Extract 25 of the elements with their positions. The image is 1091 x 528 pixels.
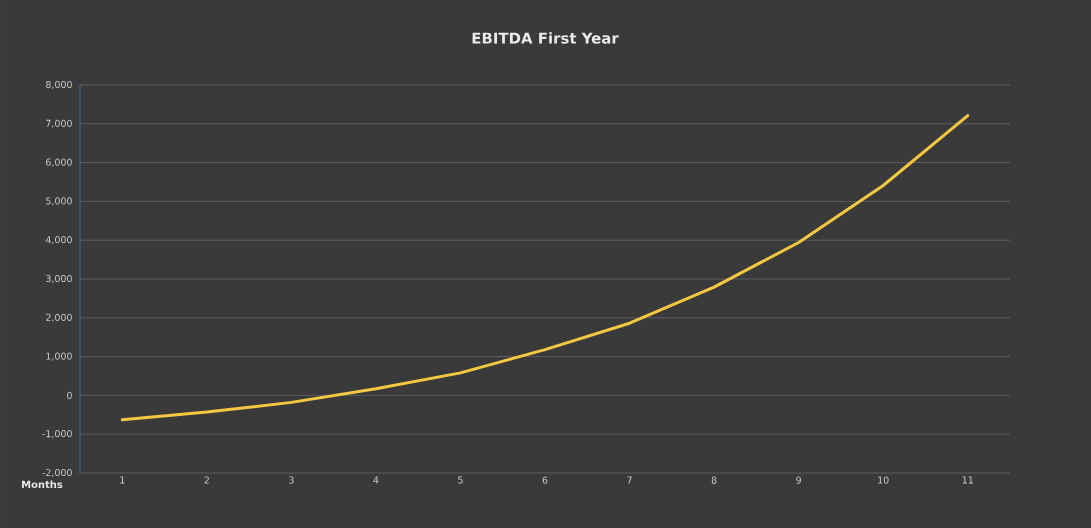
- x-tick-label: 10: [878, 476, 889, 484]
- x-tick-label: 1: [120, 476, 125, 484]
- x-tick-label: 4: [373, 476, 379, 484]
- y-tick-label: 2,000: [46, 313, 72, 322]
- x-tick-label: 3: [289, 476, 294, 484]
- x-tick-label: 6: [542, 476, 548, 484]
- y-tick-label: 0: [67, 391, 72, 399]
- y-tick-label: -2,000: [42, 468, 72, 478]
- x-tick-label: 11: [962, 476, 973, 484]
- x-tick-label: 7: [627, 476, 632, 484]
- y-tick-label: -1,000: [42, 430, 72, 439]
- y-tick-label: 6,000: [46, 158, 72, 167]
- y-tick-label: 5,000: [46, 197, 72, 206]
- x-tick-label: 2: [204, 476, 209, 484]
- line-series: [120, 114, 970, 422]
- y-tick-label: 8,000: [46, 80, 72, 90]
- x-tick-label: 5: [458, 476, 463, 484]
- y-tick-label: 3,000: [46, 274, 72, 284]
- x-tick-label: 9: [796, 476, 801, 484]
- y-tick-label: 7,000: [46, 119, 72, 128]
- x-axis-title: Months: [22, 480, 63, 489]
- y-tick-label: 4,000: [45, 236, 72, 245]
- chart-title: EBITDA First Year: [472, 32, 619, 44]
- y-tick-label: 1,000: [46, 352, 72, 361]
- x-tick-label: 8: [711, 476, 717, 484]
